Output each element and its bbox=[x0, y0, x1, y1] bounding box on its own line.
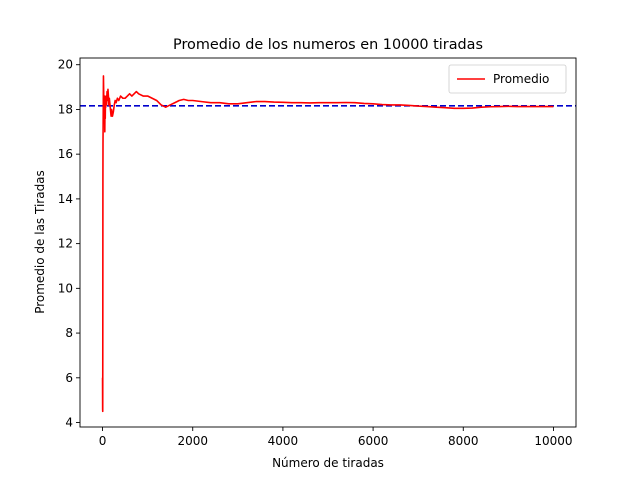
y-tick-label-6: 16 bbox=[58, 147, 73, 161]
x-tick-label-5: 10000 bbox=[534, 434, 572, 448]
y-tick-label-0: 4 bbox=[65, 416, 73, 430]
y-axis-label: Promedio de las Tiradas bbox=[33, 170, 47, 314]
legend-box bbox=[448, 64, 567, 94]
legend-label-0: Promedio bbox=[493, 72, 549, 86]
chart-title: Promedio de los numeros en 10000 tiradas bbox=[173, 37, 483, 53]
y-tick-label-8: 20 bbox=[58, 58, 73, 72]
y-tick-label-4: 12 bbox=[58, 237, 73, 251]
y-tick-label-1: 6 bbox=[65, 371, 73, 385]
y-tick-label-2: 8 bbox=[65, 326, 73, 340]
y-tick-label-7: 18 bbox=[58, 102, 73, 116]
x-tick-label-0: 0 bbox=[99, 434, 107, 448]
y-tick-label-3: 10 bbox=[58, 281, 73, 295]
x-tick-label-3: 6000 bbox=[358, 434, 389, 448]
series-line-0 bbox=[101, 75, 554, 413]
y-tick-label-5: 14 bbox=[58, 192, 73, 206]
axes-frame bbox=[79, 57, 577, 428]
axes: 0 2000 4000 6000 8000 10000 4 6 8 10 12 14 16 18 20 bbox=[58, 57, 577, 448]
x-axis-label: Número de tiradas bbox=[272, 456, 384, 470]
x-tick-label-2: 4000 bbox=[268, 434, 299, 448]
legend: Promedio bbox=[448, 64, 567, 94]
x-tick-label-4: 8000 bbox=[448, 434, 479, 448]
plot-area bbox=[80, 75, 576, 413]
x-tick-label-1: 2000 bbox=[177, 434, 208, 448]
plot-content bbox=[80, 75, 576, 413]
